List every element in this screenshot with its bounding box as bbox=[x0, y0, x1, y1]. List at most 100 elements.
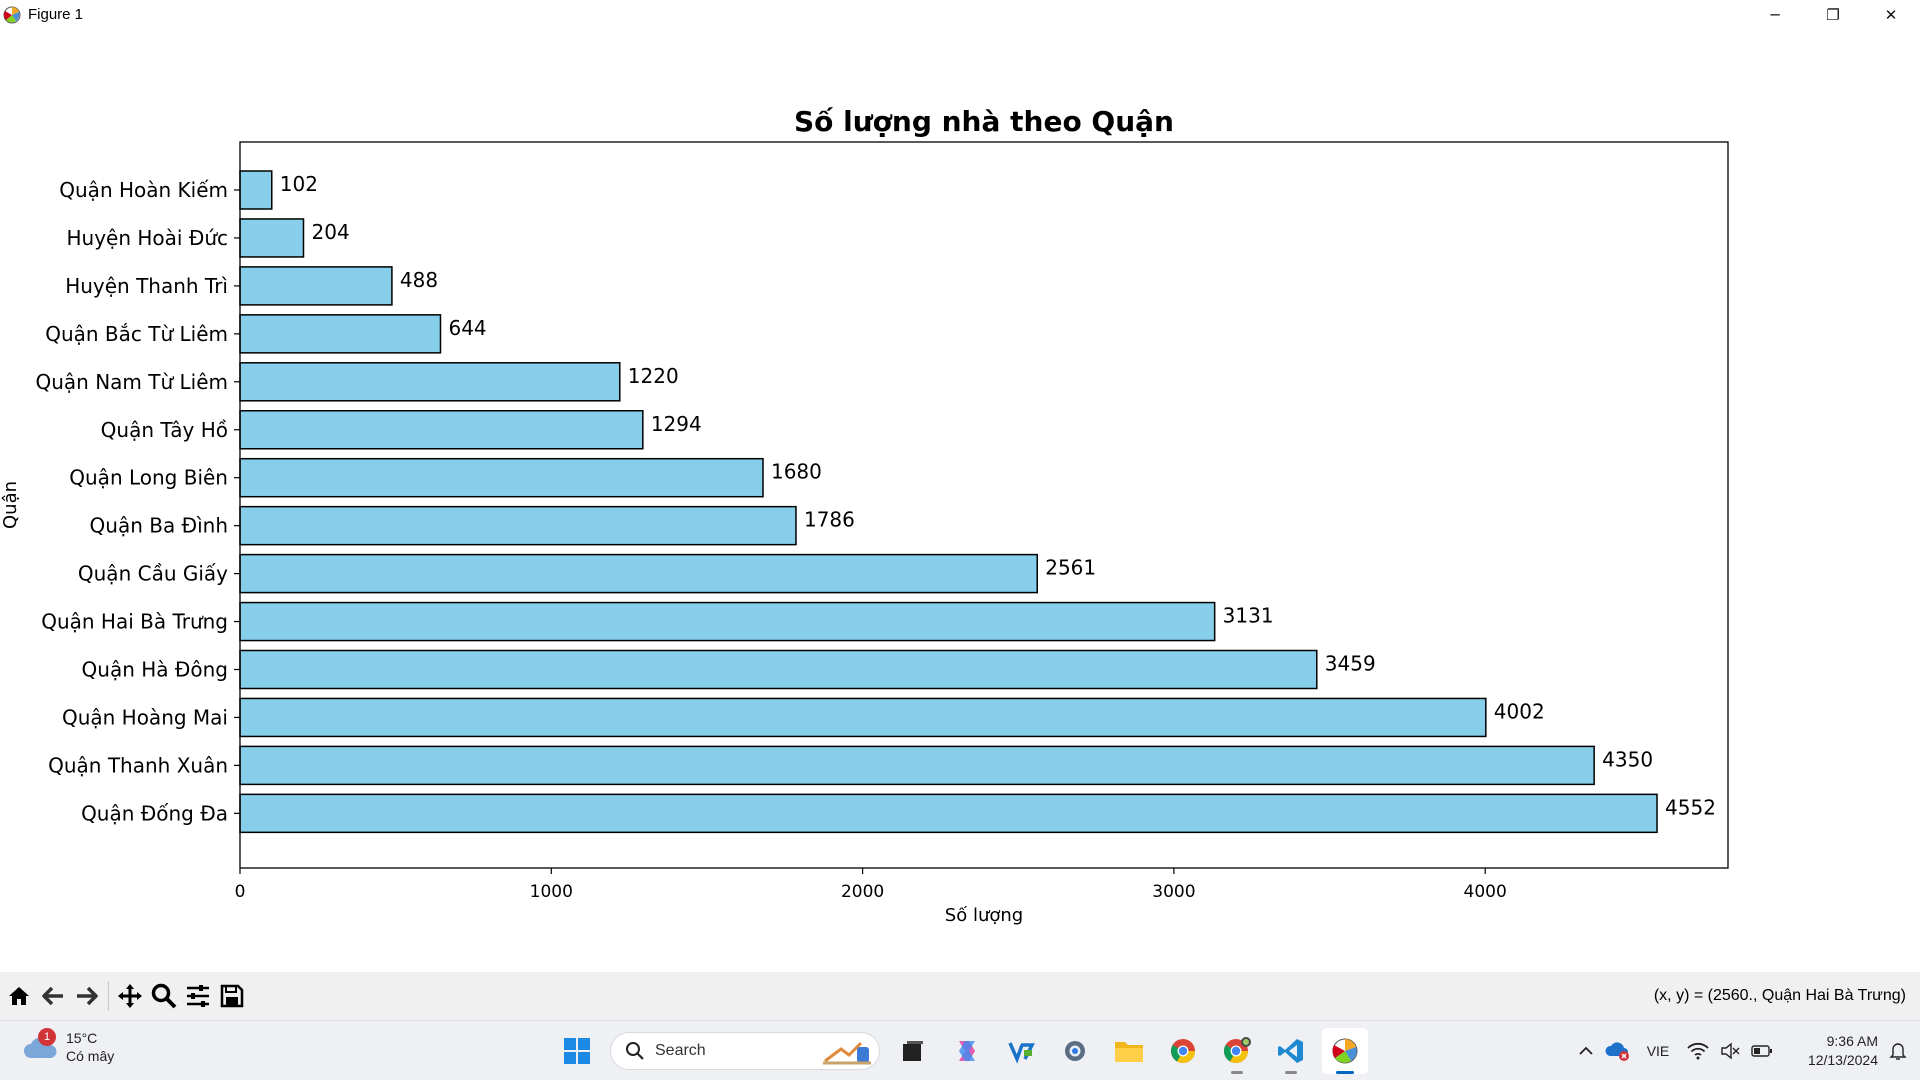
tray-overflow-button[interactable] bbox=[1570, 1031, 1602, 1071]
x-tick-label: 4000 bbox=[1464, 882, 1507, 902]
cursor-coordinates: (x, y) = (2560., Quận Hai Bà Trưng) bbox=[1653, 987, 1906, 1004]
settings-gear-icon bbox=[1065, 1041, 1085, 1061]
save-button[interactable] bbox=[215, 979, 249, 1013]
taskbar-file-explorer[interactable] bbox=[1106, 1028, 1152, 1074]
taskbar-search[interactable]: Search bbox=[610, 1032, 880, 1070]
taskbar-vscode[interactable] bbox=[1268, 1028, 1314, 1074]
x-axis-label: Số lượng bbox=[945, 905, 1023, 926]
y-tick-label: Huyện Hoài Đức bbox=[66, 226, 228, 250]
cloud-icon: 1 bbox=[22, 1028, 58, 1062]
home-button[interactable] bbox=[2, 979, 36, 1013]
y-tick-label: Quận Đống Đa bbox=[81, 801, 228, 825]
y-tick-label: Quận Nam Từ Liêm bbox=[36, 370, 229, 394]
taskbar: 1 15°C Có mây Search bbox=[0, 1020, 1920, 1080]
y-tick-label: Quận Bắc Từ Liêm bbox=[45, 322, 228, 346]
bars-group bbox=[239, 170, 1658, 834]
y-tick-label: Quận Hai Bà Trưng bbox=[41, 610, 228, 634]
tray-onedrive[interactable] bbox=[1602, 1031, 1634, 1071]
notifications-button[interactable] bbox=[1882, 1031, 1914, 1071]
bar bbox=[239, 649, 1318, 690]
maximize-button[interactable]: ❐ bbox=[1804, 0, 1862, 29]
x-tick-label: 2000 bbox=[841, 882, 884, 902]
bar-chart: Số lượng nhà theo Quận Quận Hoàn Kiếm Huy… bbox=[0, 105, 1729, 926]
tray-wifi[interactable] bbox=[1682, 1031, 1714, 1071]
clock-date: 12/13/2024 bbox=[1807, 1052, 1878, 1068]
search-highlight-icon bbox=[823, 1041, 871, 1065]
taskbar-task-view[interactable] bbox=[890, 1028, 936, 1074]
weather-widget[interactable]: 1 15°C Có mây bbox=[22, 1028, 114, 1065]
back-button[interactable] bbox=[36, 979, 70, 1013]
data-label: 488 bbox=[400, 268, 438, 292]
zoom-button[interactable] bbox=[147, 979, 181, 1013]
taskbar-chrome[interactable] bbox=[1160, 1028, 1206, 1074]
minimize-button[interactable]: ─ bbox=[1746, 0, 1804, 29]
forward-button[interactable] bbox=[70, 979, 104, 1013]
x-tick-label: 0 bbox=[235, 882, 246, 902]
folder-icon bbox=[1115, 1042, 1143, 1062]
tray-volume[interactable] bbox=[1714, 1031, 1746, 1071]
matplotlib-app-icon bbox=[2, 5, 22, 25]
axes-frame bbox=[239, 141, 1729, 869]
taskbar-chrome-profile[interactable] bbox=[1214, 1028, 1260, 1074]
forward-icon bbox=[77, 986, 98, 1006]
bar bbox=[239, 745, 1595, 786]
window-title: Figure 1 bbox=[28, 6, 84, 23]
copilot-icon bbox=[959, 1041, 975, 1061]
volume-muted-icon bbox=[1721, 1042, 1740, 1060]
bar bbox=[239, 170, 273, 210]
configure-icon bbox=[187, 985, 209, 1007]
x-tick-label: 3000 bbox=[1152, 882, 1195, 902]
clock-time: 9:36 AM bbox=[1826, 1033, 1878, 1049]
y-tick-label: Huyện Thanh Trì bbox=[65, 274, 228, 298]
vscode-icon bbox=[1278, 1039, 1303, 1063]
data-label: 2561 bbox=[1045, 556, 1096, 580]
tray-language[interactable]: VIE bbox=[1646, 1043, 1670, 1059]
taskbar-vs[interactable] bbox=[998, 1028, 1044, 1074]
y-tick-label: Quận Tây Hồ bbox=[101, 418, 228, 442]
y-tick-label: Quận Thanh Xuân bbox=[48, 753, 228, 777]
matplotlib-figure-icon bbox=[1332, 1038, 1358, 1064]
data-label: 1786 bbox=[804, 508, 855, 532]
windows-logo-icon bbox=[564, 1038, 590, 1064]
pan-button[interactable] bbox=[113, 979, 147, 1013]
taskbar-copilot[interactable] bbox=[944, 1028, 990, 1074]
bar bbox=[239, 697, 1487, 738]
search-icon bbox=[626, 1042, 644, 1060]
back-icon bbox=[42, 986, 63, 1006]
close-icon: ✕ bbox=[1884, 5, 1898, 24]
bar bbox=[239, 601, 1216, 642]
zoom-icon bbox=[151, 983, 177, 1009]
bar bbox=[239, 553, 1038, 594]
pan-icon bbox=[118, 984, 142, 1008]
data-label: 4002 bbox=[1494, 699, 1545, 723]
bar bbox=[239, 218, 305, 258]
bar bbox=[239, 314, 442, 354]
data-label: 1680 bbox=[771, 460, 822, 484]
y-tick-labels: Quận Hoàn Kiếm Huyện Hoài Đức Huyện Thanh … bbox=[36, 178, 240, 825]
y-tick-label: Quận Hà Đông bbox=[82, 658, 228, 682]
bell-icon bbox=[1889, 1043, 1907, 1060]
configure-subplots-button[interactable] bbox=[181, 979, 215, 1013]
start-button[interactable] bbox=[554, 1028, 600, 1074]
data-label: 204 bbox=[312, 220, 350, 244]
tray-battery[interactable] bbox=[1746, 1031, 1778, 1071]
close-button[interactable]: ✕ bbox=[1862, 0, 1920, 29]
chevron-up-icon bbox=[1579, 1046, 1593, 1055]
bar bbox=[239, 362, 621, 402]
taskbar-settings[interactable] bbox=[1052, 1028, 1098, 1074]
bar bbox=[239, 793, 1658, 834]
chart-title: Số lượng nhà theo Quận bbox=[794, 105, 1174, 138]
home-icon bbox=[9, 987, 29, 1005]
taskbar-clock[interactable]: 9:36 AM 12/13/2024 bbox=[1778, 1032, 1878, 1070]
bar bbox=[239, 266, 393, 306]
data-label: 644 bbox=[448, 316, 486, 340]
restore-icon: ❐ bbox=[1826, 5, 1840, 24]
data-label: 4552 bbox=[1665, 795, 1716, 819]
bar bbox=[239, 457, 764, 498]
figure-canvas[interactable]: Số lượng nhà theo Quận Quận Hoàn Kiếm Huy… bbox=[0, 29, 1920, 972]
bar bbox=[239, 410, 644, 450]
chrome-icon bbox=[1170, 1039, 1195, 1064]
system-tray: VIE 9:36 AM 12/13/2024 bbox=[1570, 1021, 1920, 1081]
taskbar-matplotlib-figure[interactable] bbox=[1322, 1028, 1368, 1074]
weather-badge: 1 bbox=[38, 1028, 56, 1046]
